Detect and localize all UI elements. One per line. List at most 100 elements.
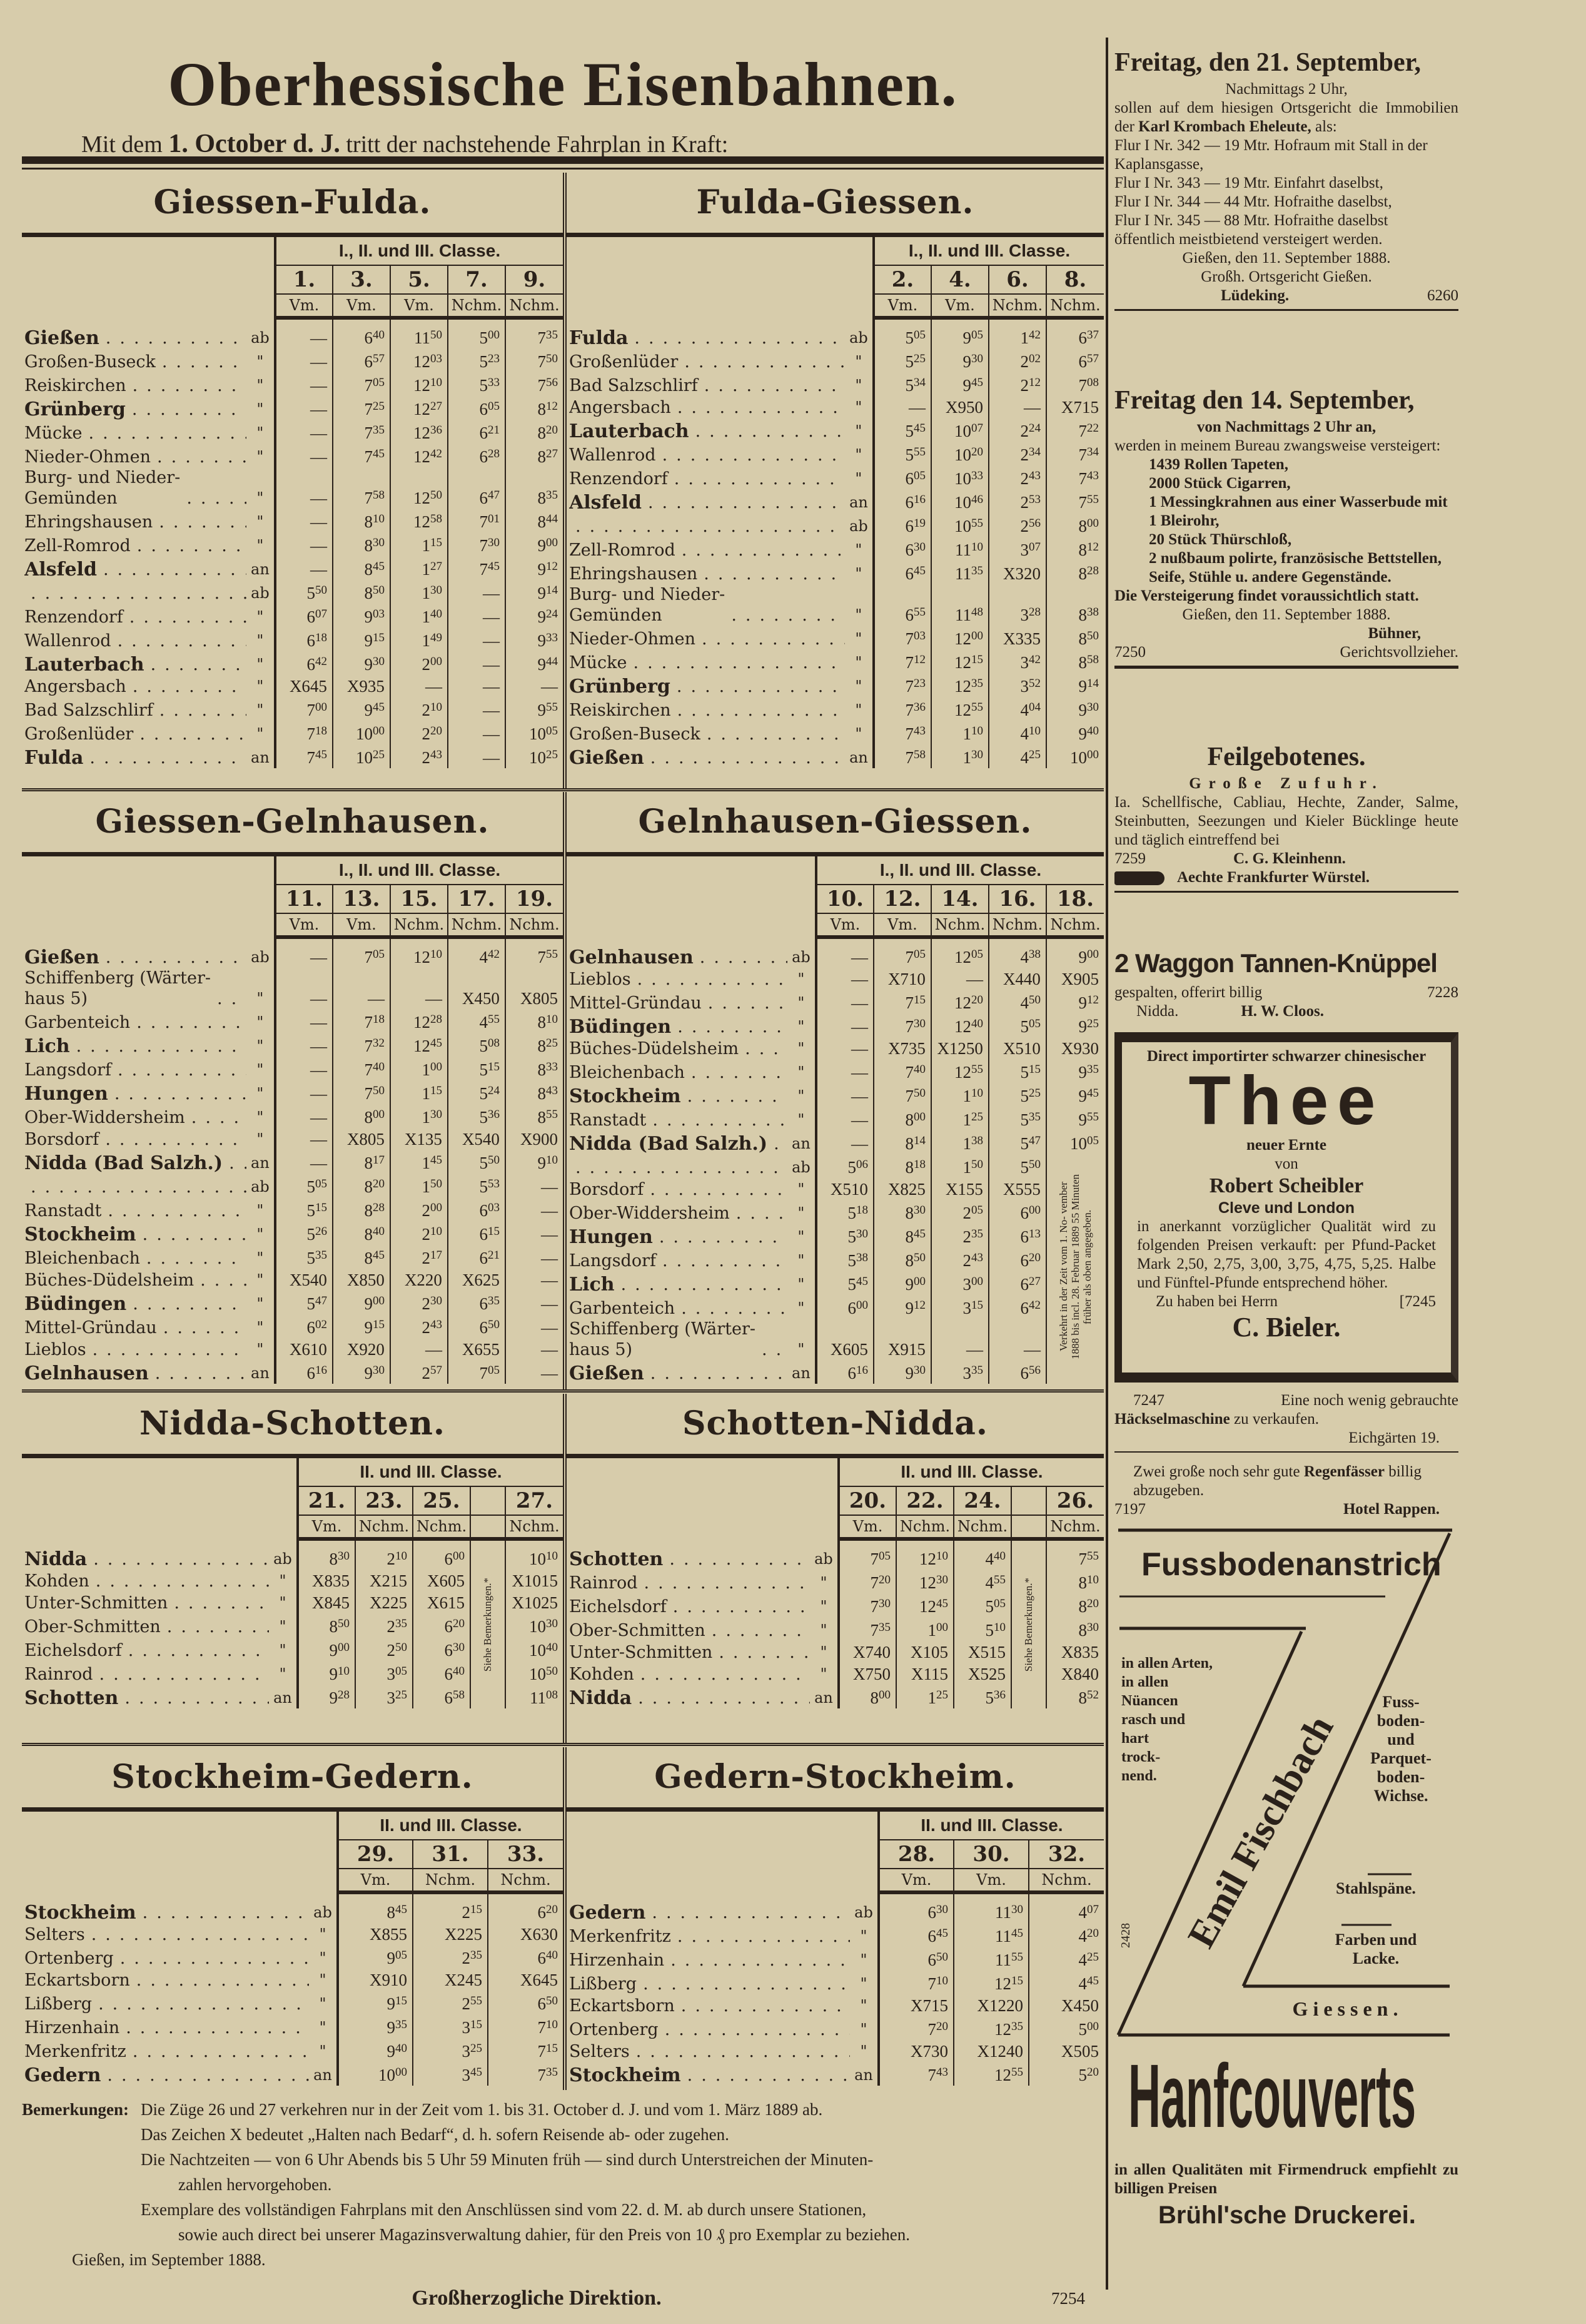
table-row: .............................ab550850130… (22, 580, 563, 604)
train-period: Vm. (872, 294, 931, 320)
minutes: 45 (430, 1154, 442, 1167)
time-cell: — (274, 420, 333, 444)
table-row: Bad Salzschlirf.........................… (22, 697, 563, 721)
timetable: I., II. und III. Classe. 2. 4. 6. 8. Vm. Vm. Nc… (567, 237, 1104, 768)
arrival-departure-mark: " (844, 465, 875, 489)
time-cell: 455 (952, 1570, 1011, 1593)
time-cell: 758 (872, 744, 931, 768)
minutes: 43 (430, 1318, 442, 1331)
station-header-cell (567, 856, 817, 937)
time-cell: 830 (872, 1200, 931, 1224)
minutes: 35 (546, 328, 558, 342)
time-cell: X505 (1028, 2040, 1104, 2062)
time-cell: 404 (987, 697, 1046, 721)
time-cell: X610 (274, 1338, 333, 1360)
time-cell: 200 (389, 1197, 448, 1221)
time-cell: 705 (447, 1360, 505, 1384)
station-name: Bad Salzschlirf (24, 701, 153, 720)
time-cell: 1210 (389, 937, 448, 968)
ad-item: Flur I Nr. 342 — 19 Mtr. Hofraum mit Sta… (1114, 137, 1428, 173)
dot-leader: ............................. (174, 1593, 269, 1613)
station-cell: Mücke............................. (22, 420, 246, 444)
time-cell: 420 (1028, 1923, 1104, 1947)
time-cell: 212 (987, 372, 1046, 396)
train-number: 8. (1045, 265, 1104, 295)
time-cell: 250 (354, 1637, 413, 1661)
station-name: Stockheim (24, 1224, 136, 1245)
timetable-stockheim-gedern: Stockheim-Gedern. II. und III. Classe. 29.… (22, 1747, 563, 2090)
station-name: Hungen (24, 1083, 108, 1104)
station-cell: Schotten............................. (567, 1539, 810, 1570)
ad-als: als: (1315, 118, 1337, 135)
station-cell: Reiskirchen............................. (567, 697, 845, 721)
train-number: 17. (447, 885, 505, 914)
station-cell: ............................. (22, 1174, 246, 1197)
table-row: Burg- und Nieder- Gemünden..............… (567, 584, 1104, 626)
minutes: 07 (1087, 1903, 1099, 1916)
station-cell: Ranstadt............................. (567, 1107, 787, 1130)
station-cell: Hirzenhain............................. (22, 2014, 309, 2038)
time-cell: X135 (389, 1128, 448, 1150)
station-header-cell (567, 237, 875, 318)
minutes: 25 (372, 748, 385, 761)
minutes: 00 (1087, 517, 1099, 530)
minutes: 47 (315, 1294, 327, 1307)
arrival-departure-mark: " (246, 651, 276, 675)
minutes: 25 (1087, 1951, 1099, 1964)
time-cell: 650 (878, 1947, 954, 1971)
station-cell: Schiffenberg (Wärter- haus 5)...........… (22, 968, 246, 1009)
arrival-departure-mark: " (850, 2016, 880, 2040)
time-cell: 650 (487, 1991, 563, 2014)
dot-leader: ............................. (762, 1340, 787, 1359)
time-cell: 555 (872, 442, 931, 465)
station-name: Reiskirchen (24, 376, 126, 395)
table-row: Grünberg............................."—7… (22, 396, 563, 420)
minutes: 20 (546, 1903, 558, 1916)
dot-leader: ............................. (91, 1925, 309, 1944)
timetable-giessen-gelnhausen: Giessen-Gelnhausen. I., II. und III. Clas… (22, 792, 563, 1389)
station-cell: Garbenteich............................. (567, 1295, 787, 1319)
time-cell: 253 (987, 489, 1046, 513)
minutes: 52 (1087, 1688, 1099, 1702)
minutes: 27 (546, 447, 558, 460)
minutes: 26 (315, 1225, 327, 1238)
time-cell: 720 (878, 2016, 954, 2040)
station-name: Gießen (569, 1363, 644, 1384)
time-cell: 750 (872, 1083, 931, 1107)
time-cell: 743 (878, 2062, 954, 2086)
arrival-departure-mark: an (268, 1685, 299, 1708)
time-cell: 230 (389, 1291, 448, 1314)
section-giessen-fulda: Giessen-Fulda. I., II. und III. Classe. 1.… (22, 173, 1104, 791)
dot-leader: ............................. (634, 328, 845, 348)
station-cell: Bad Salzschlirf.........................… (567, 372, 845, 396)
minutes: 50 (430, 1177, 442, 1190)
time-cell: 1227 (389, 396, 448, 420)
time-cell: 220 (389, 721, 448, 744)
train-period: Nchm. (1045, 1515, 1104, 1541)
minutes: 57 (372, 352, 385, 365)
station-name: Gelnhausen (569, 947, 694, 968)
station-cell: Stockheim............................. (567, 2062, 850, 2086)
auction-notice-14-sept: Freitag den 14. September, von Nachmitta… (1114, 383, 1458, 727)
ad-title: Thee (1188, 1062, 1385, 1139)
station-cell: Hirzenhain............................. (567, 1947, 850, 1971)
time-cell: X225 (412, 1923, 488, 1945)
time-cell: 640 (487, 1945, 563, 1969)
time-cell: 130 (389, 1104, 448, 1128)
time-cell: 520 (1028, 2062, 1104, 2086)
time-cell: 745 (447, 556, 505, 580)
divider (1114, 1451, 1458, 1453)
minutes: 56 (1028, 1364, 1041, 1377)
minutes: 28 (487, 447, 500, 460)
station-cell: Eichelsdorf............................. (22, 1637, 269, 1661)
minutes: 22 (1087, 422, 1099, 435)
ad-address: Eichgärten 19. (1348, 1429, 1440, 1446)
time-cell: 613 (987, 1224, 1046, 1247)
table-row: Nidda.............................an8001… (567, 1685, 1104, 1708)
station-name: Zell-Romrod (569, 540, 675, 560)
time-cell: 627 (987, 1271, 1046, 1295)
train-period: Nchm. (447, 294, 505, 320)
time-cell: X730 (878, 2040, 954, 2062)
minutes: 30 (936, 1573, 948, 1586)
minutes: 48 (971, 606, 983, 619)
